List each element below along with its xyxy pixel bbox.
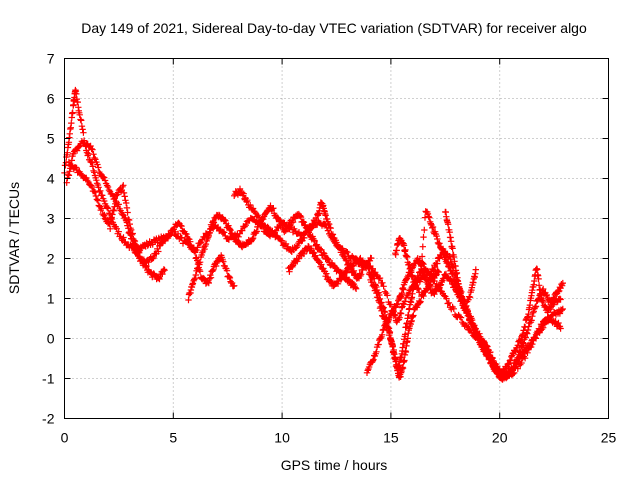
plus-marks bbox=[185, 202, 360, 304]
x-tick-label: 20 bbox=[492, 430, 508, 446]
plus-marks bbox=[442, 208, 564, 378]
plus-marks bbox=[61, 86, 566, 379]
grid-lines bbox=[64, 58, 609, 419]
y-tick-label: 7 bbox=[47, 51, 55, 67]
data-points bbox=[61, 86, 566, 383]
x-tick-labels: 0 5 10 15 20 25 bbox=[61, 430, 617, 446]
y-tick-label: 5 bbox=[47, 131, 55, 147]
series-track-i bbox=[392, 208, 566, 383]
axis-ticks bbox=[64, 58, 609, 419]
x-tick-label: 10 bbox=[274, 430, 290, 446]
x-axis-title: GPS time / hours bbox=[281, 457, 388, 473]
chart-title: Day 149 of 2021, Sidereal Day-to-day VTE… bbox=[81, 20, 587, 36]
x-tick-label: 15 bbox=[383, 430, 399, 446]
series-track-b bbox=[63, 138, 168, 283]
y-tick-label: 3 bbox=[47, 211, 55, 227]
y-tick-labels: -2 -1 0 1 2 3 4 5 6 7 bbox=[42, 51, 55, 427]
x-tick-label: 5 bbox=[169, 430, 177, 446]
plot-frame bbox=[64, 58, 609, 419]
y-tick-label: 0 bbox=[47, 331, 55, 347]
plus-marks bbox=[65, 158, 238, 290]
x-tick-label: 0 bbox=[61, 430, 69, 446]
plus-marks bbox=[63, 138, 168, 283]
y-tick-label: 2 bbox=[47, 251, 55, 267]
series-track-e bbox=[231, 185, 375, 282]
y-tick-label: 1 bbox=[47, 291, 55, 307]
series-track-a bbox=[61, 86, 566, 379]
y-tick-label: 6 bbox=[47, 91, 55, 107]
series-track-c bbox=[65, 158, 238, 290]
y-tick-label: -2 bbox=[42, 411, 55, 427]
x-tick-label: 25 bbox=[601, 430, 617, 446]
y-axis-title: SDTVAR / TECUs bbox=[6, 182, 22, 294]
y-tick-label: -1 bbox=[42, 371, 55, 387]
y-tick-label: 4 bbox=[47, 171, 55, 187]
plus-marks bbox=[392, 208, 566, 383]
series-track-d bbox=[185, 202, 360, 304]
plus-marks bbox=[231, 185, 375, 282]
series-track-j bbox=[442, 208, 564, 378]
